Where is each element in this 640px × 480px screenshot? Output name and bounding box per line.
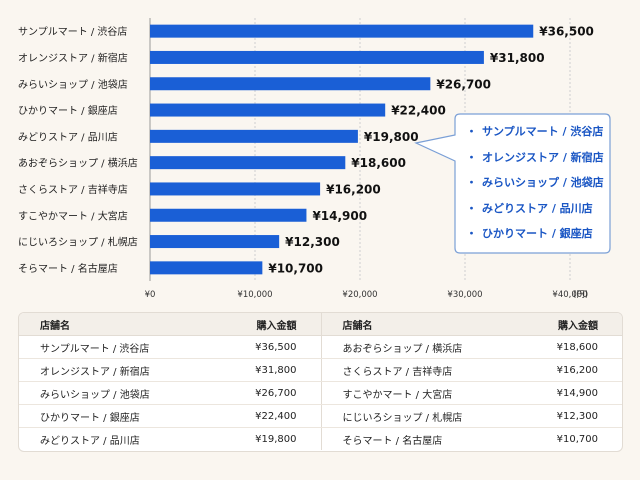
bar: [150, 77, 431, 91]
table-row: オレンジストア / 新宿店 ¥31,800 さくらストア / 吉祥寺店 ¥16,…: [19, 358, 622, 382]
x-axis-ticks: ¥0 ¥10,000 ¥20,000 ¥30,000 ¥40,000: [145, 290, 588, 300]
bar: [150, 235, 280, 249]
bar: [150, 50, 484, 64]
store-cell: そらマート / 名古屋店: [342, 435, 443, 447]
y-category-label: さくらストア / 吉祥寺店: [18, 183, 128, 196]
bar-value-label: ¥10,700: [268, 261, 323, 275]
bar: [150, 129, 358, 143]
bar: [150, 182, 321, 196]
store-cell: みらいショップ / 池袋店: [19, 381, 209, 405]
column-header-amount: 購入金額: [209, 313, 322, 336]
store-cell: サンプルマート / 渋谷店: [19, 335, 209, 359]
y-category-label: あおぞらショップ / 横浜店: [18, 157, 138, 170]
callout-item: ・オレンジストア / 新宿店: [466, 150, 604, 164]
column-header-store: 店舗名: [321, 313, 511, 336]
column-header-amount: 購入金額: [511, 313, 622, 336]
bar-value-label: ¥36,500: [539, 25, 594, 39]
store-cell: オレンジストア / 新宿店: [19, 358, 209, 382]
callout-item: ・サンプルマート / 渋谷店: [466, 125, 604, 138]
table-row: サンプルマート / 渋谷店 ¥36,500 あおぞらショップ / 横浜店 ¥18…: [19, 335, 622, 359]
highlight-callout: ・サンプルマート / 渋谷店 ・オレンジストア / 新宿店 ・みらいショップ /…: [414, 113, 611, 254]
bar-value-label: ¥18,600: [351, 156, 406, 170]
amount-cell: ¥36,500: [209, 335, 322, 359]
table-row: みどりストア / 品川店 ¥19,800 そらマート / 名古屋店 ¥10,70…: [19, 427, 622, 450]
column-header-store: 店舗名: [19, 313, 209, 336]
bar: [150, 208, 307, 222]
store-cell: あおぞらショップ / 横浜店: [321, 335, 511, 359]
callout-bubble: [414, 113, 611, 254]
y-category-label: みどりストア / 品川店: [18, 130, 118, 143]
amount-cell: ¥10,700: [556, 433, 598, 445]
data-table: 店舗名 購入金額 店舗名 購入金額 サンプルマート / 渋谷店 ¥36,500 …: [18, 312, 623, 452]
store-cell: すこやかマート / 大宮店: [321, 381, 511, 405]
amount-cell: ¥14,900: [511, 381, 622, 405]
amount-cell: ¥18,600: [511, 335, 622, 359]
store-cell: ひかりマート / 銀座店: [19, 404, 209, 428]
x-tick-label: ¥20,000: [342, 290, 377, 300]
bar-value-label: ¥31,800: [490, 51, 545, 65]
x-tick-label: ¥40,000: [552, 290, 587, 300]
table-row: みらいショップ / 池袋店 ¥26,700 すこやかマート / 大宮店 ¥14,…: [19, 381, 622, 405]
x-tick-label: ¥10,000: [237, 290, 272, 300]
table-header-row: 店舗名 購入金額 店舗名 購入金額: [19, 313, 622, 336]
bar: [150, 156, 346, 170]
bar-value-label: ¥22,400: [391, 104, 446, 118]
y-category-label: そらマート / 名古屋店: [18, 262, 118, 275]
amount-cell: ¥16,200: [511, 358, 622, 382]
x-axis-unit: (円): [573, 290, 588, 300]
amount-cell: ¥26,700: [209, 381, 322, 405]
bar: [150, 103, 386, 117]
bars: サンプルマート / 渋谷店 ¥36,500 オレンジストア / 新宿店 ¥31,800…: [18, 24, 594, 275]
y-category-label: ひかりマート / 銀座店: [18, 104, 118, 117]
y-category-label: サンプルマート / 渋谷店: [18, 25, 127, 38]
x-tick-label: ¥30,000: [447, 290, 482, 300]
amount-cell: ¥22,400: [209, 404, 322, 428]
bar-value-label: ¥14,900: [312, 209, 367, 223]
amount-cell: ¥19,800: [209, 427, 322, 450]
y-category-label: すこやかマート / 大宮店: [18, 209, 128, 222]
y-category-label: オレンジストア / 新宿店: [18, 51, 128, 64]
callout-item: ・みどりストア / 品川店: [466, 201, 593, 215]
store-cell: みどりストア / 品川店: [40, 435, 140, 447]
x-tick-label: ¥0: [145, 290, 156, 300]
bar: [150, 261, 263, 275]
bar-value-label: ¥16,200: [326, 182, 381, 196]
bar: [150, 24, 534, 38]
store-cell: にじいろショップ / 札幌店: [321, 404, 511, 428]
store-cell: さくらストア / 吉祥寺店: [321, 358, 511, 382]
bar-value-label: ¥19,800: [364, 130, 419, 144]
table-row: ひかりマート / 銀座店 ¥22,400 にじいろショップ / 札幌店 ¥12,…: [19, 404, 622, 428]
bar-value-label: ¥12,300: [285, 235, 340, 249]
callout-item: ・ひかりマート / 銀座店: [466, 227, 593, 240]
bar-value-label: ¥26,700: [436, 77, 491, 91]
amount-cell: ¥12,300: [511, 404, 622, 428]
amount-cell: ¥31,800: [209, 358, 322, 382]
callout-item: ・みらいショップ / 池袋店: [466, 176, 604, 189]
y-category-label: にじいろショップ / 札幌店: [18, 236, 138, 249]
callout-list: ・サンプルマート / 渋谷店 ・オレンジストア / 新宿店 ・みらいショップ /…: [466, 125, 604, 253]
y-category-label: みらいショップ / 池袋店: [18, 78, 128, 91]
bar-chart: サンプルマート / 渋谷店 ¥36,500 オレンジストア / 新宿店 ¥31,800…: [18, 18, 594, 300]
